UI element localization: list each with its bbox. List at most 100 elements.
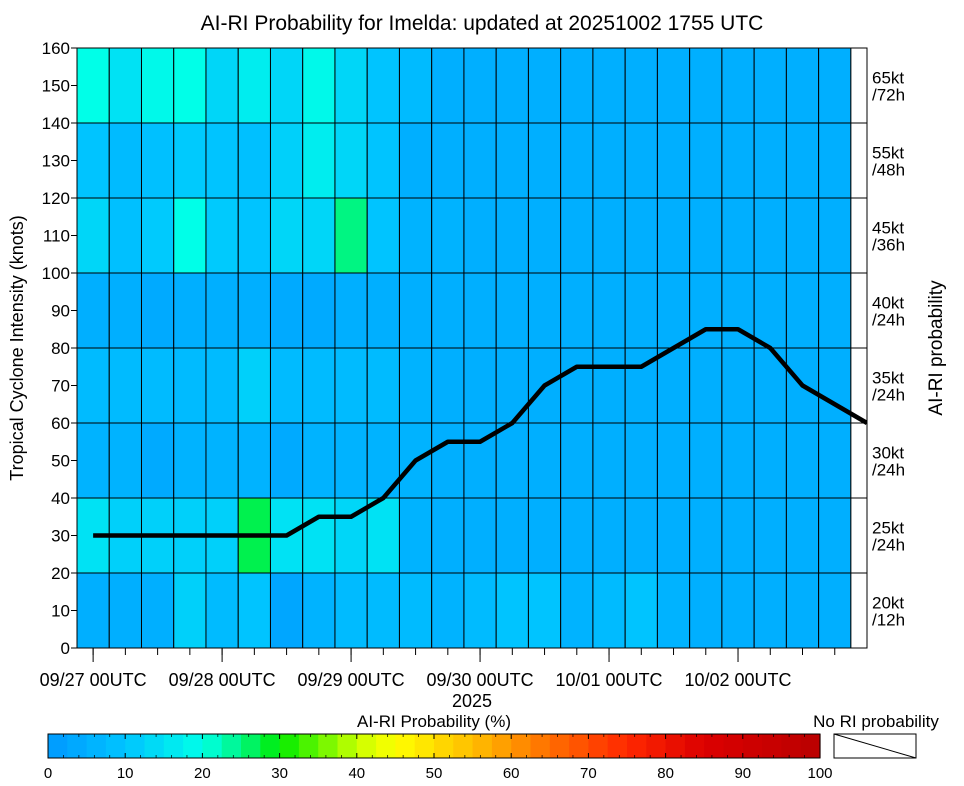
heatmap-cell: [269, 272, 304, 349]
heatmap-cell: [785, 497, 820, 574]
heatmap-cell: [818, 272, 852, 349]
y-tick-label: 20: [51, 564, 70, 583]
heatmap-cell: [785, 197, 820, 274]
threshold-label: 20kt/12h: [872, 594, 905, 630]
colorbar-tick-label: 70: [580, 765, 597, 782]
heatmap-cell: [431, 422, 465, 499]
colorbar-tick-label: 90: [734, 765, 751, 782]
heatmap-cell: [108, 572, 142, 649]
x-axis-label: 2025: [452, 691, 492, 711]
x-tick-label: 09/29 00UTC: [298, 670, 405, 690]
heatmap-cell: [173, 272, 207, 349]
heatmap-cell: [624, 122, 658, 199]
heatmap-cell: [560, 47, 594, 124]
heatmap-cell: [366, 122, 400, 199]
heatmap-cell: [785, 572, 820, 649]
heatmap-cell: [398, 347, 433, 424]
colorbar-segment: [376, 734, 396, 758]
heatmap-cell: [269, 47, 304, 124]
heatmap-cell: [560, 197, 594, 274]
heatmap-cell: [721, 572, 755, 649]
x-tick-label: 09/30 00UTC: [427, 670, 534, 690]
heatmap-cell: [753, 272, 787, 349]
heatmap-cell: [205, 197, 239, 274]
heatmap-cell: [818, 422, 852, 499]
heatmap-cell: [140, 47, 175, 124]
heatmap-cell: [398, 272, 433, 349]
y-axis-label: Tropical Cyclone Intensity (knots): [7, 215, 27, 480]
colorbar-segment: [241, 734, 261, 758]
heatmap-cell: [366, 347, 400, 424]
heatmap-cell: [689, 422, 723, 499]
colorbar-segment: [202, 734, 223, 758]
y-tick-label: 130: [42, 152, 70, 171]
x-tick-label: 09/27 00UTC: [40, 670, 147, 690]
heatmap-cell: [624, 47, 658, 124]
heatmap-cell: [302, 197, 336, 274]
heatmap-cell: [76, 47, 110, 124]
colorbar-segment: [105, 734, 126, 758]
heatmap-cell: [592, 272, 626, 349]
threshold-label: 45kt/36h: [872, 219, 905, 255]
colorbar-segment: [762, 734, 782, 758]
heatmap-cell: [108, 347, 142, 424]
heatmap-cell: [366, 47, 400, 124]
heatmap-cell: [140, 197, 175, 274]
colorbar-tick-label: 10: [117, 765, 134, 782]
heatmap-cell: [398, 572, 433, 649]
heatmap-cell: [463, 47, 497, 124]
heatmap-cell: [721, 347, 755, 424]
heatmap-cell: [334, 47, 368, 124]
heatmap-cell: [527, 197, 562, 274]
plot-area: 0 10 20 30 40 50 60 70 80 90 100 110 120 130 140 150 160…: [40, 39, 906, 690]
heatmap-cell: [753, 422, 787, 499]
heatmap-cell: [592, 497, 626, 574]
heatmap-cell: [269, 422, 304, 499]
heatmap-cell: [431, 47, 465, 124]
heatmap-cell: [173, 122, 207, 199]
heatmap-cell: [431, 122, 465, 199]
heatmap-cell: [624, 197, 658, 274]
heatmap-cell: [398, 122, 433, 199]
heatmap-cell: [753, 122, 787, 199]
heatmap-cell: [495, 122, 529, 199]
heatmap-cell: [140, 422, 175, 499]
y-tick-label: 80: [51, 339, 70, 358]
heatmap-cell: [656, 122, 691, 199]
heatmap-cell: [140, 347, 175, 424]
y-tick-label: 160: [42, 39, 70, 58]
colorbar-segment: [318, 734, 339, 758]
threshold-label: 25kt/24h: [872, 519, 905, 555]
heatmap-cell: [624, 272, 658, 349]
heatmap-cell: [560, 497, 594, 574]
heatmap-cell: [818, 47, 852, 124]
heatmap-cell: [334, 422, 368, 499]
heatmap-cell: [269, 122, 304, 199]
heatmap-cell: [818, 197, 852, 274]
heatmap-cell: [334, 197, 368, 274]
heatmap-cell: [366, 572, 400, 649]
heatmap-cell: [656, 572, 691, 649]
heatmap-cell: [76, 347, 110, 424]
colorbar-segment: [356, 734, 377, 758]
heatmap-cell: [398, 497, 433, 574]
y-tick-label: 100: [42, 264, 70, 283]
y-tick-label: 150: [42, 77, 70, 96]
heatmap-cell: [302, 272, 336, 349]
colorbar-segment: [723, 734, 744, 758]
threshold-label: 55kt/48h: [872, 144, 905, 180]
y-tick-label: 70: [51, 377, 70, 396]
heatmap-cell: [463, 347, 497, 424]
heatmap-cell: [721, 47, 755, 124]
heatmap-cell: [76, 272, 110, 349]
colorbar-tick-label: 80: [657, 765, 674, 782]
heatmap-cell: [302, 572, 336, 649]
colorbar-tick-label: 100: [807, 765, 832, 782]
y-tick-label: 120: [42, 189, 70, 208]
heatmap-cell: [205, 122, 239, 199]
colorbar-segment: [646, 734, 667, 758]
colorbar-segment: [453, 734, 474, 758]
heatmap-cell: [527, 572, 562, 649]
heatmap-cell: [76, 122, 110, 199]
heatmap-cell: [463, 272, 497, 349]
